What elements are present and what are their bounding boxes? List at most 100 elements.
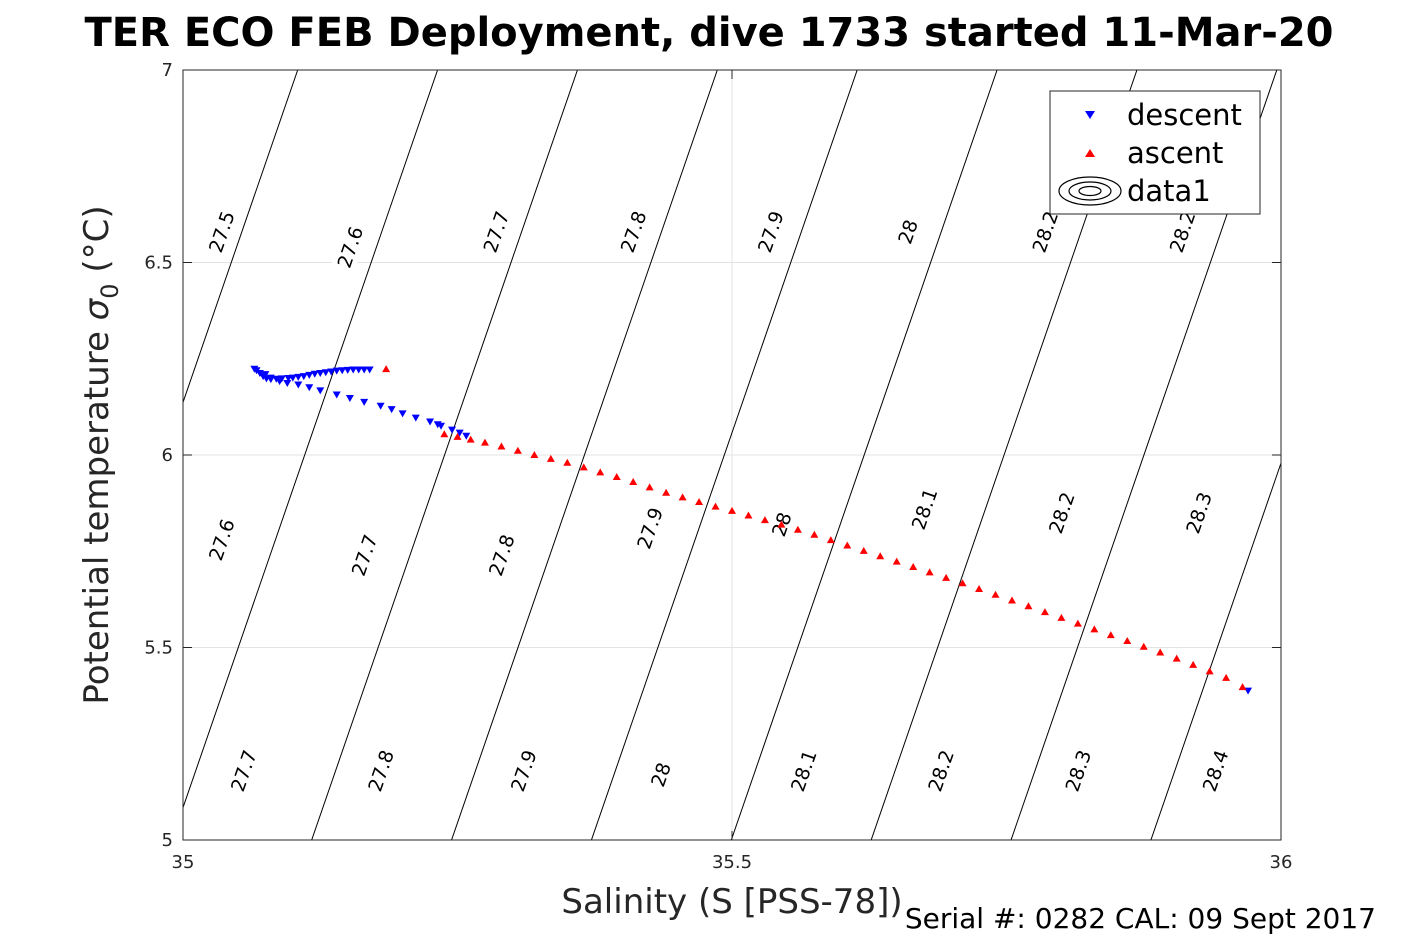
isopycnal-line	[1150, 461, 1281, 840]
contour-label-bg	[476, 205, 516, 259]
ascent-point	[497, 442, 506, 450]
contour-label-bg	[344, 528, 384, 582]
ascent-point	[1172, 654, 1181, 662]
descent-point	[294, 381, 303, 389]
contour-label-group: 28	[888, 205, 927, 259]
isopycnal-line	[183, 70, 439, 810]
descent-point	[343, 366, 352, 374]
ascent-point	[859, 546, 868, 554]
y-axis-label-sub: 0	[96, 283, 124, 298]
y-axis-label-main: Potential temperature	[77, 320, 117, 704]
descent-point	[294, 373, 303, 381]
ascent-point	[975, 584, 984, 592]
legend-contour-ring-outer	[1058, 176, 1122, 206]
y-tick-label: 5	[162, 830, 173, 851]
descent-point	[360, 366, 369, 374]
ascent-point	[382, 365, 391, 373]
descent-point	[310, 370, 319, 378]
x-tick-label: 35.5	[712, 852, 752, 873]
contour-lines	[183, 70, 1281, 840]
ascent-point	[1073, 619, 1082, 627]
y-axis-label-group: Potential temperature σ0 (°C)	[77, 205, 124, 704]
ascent-point	[1123, 636, 1132, 644]
legend-ascent-label: ascent	[1127, 136, 1223, 170]
ascent-point	[728, 506, 736, 514]
descent-point	[376, 402, 385, 410]
contour-label-bg	[202, 513, 241, 567]
ascent-point	[579, 463, 588, 471]
ascent-point	[546, 454, 555, 462]
ascent-point	[1007, 596, 1016, 604]
contour-label-bg	[888, 205, 927, 259]
contour-label-bg	[504, 744, 543, 798]
descent-point	[338, 367, 347, 375]
contour-label-bg	[751, 205, 790, 259]
descent-point	[305, 371, 314, 379]
ascent-point	[563, 458, 572, 466]
ascent-point	[1222, 673, 1231, 681]
legend: descent ascent data1	[1049, 90, 1261, 215]
ascent-point	[909, 563, 918, 571]
ascent-point	[612, 472, 621, 480]
data-series	[250, 365, 1253, 695]
descent-point	[360, 398, 369, 406]
descent-point	[316, 387, 325, 395]
ascent-point	[513, 446, 522, 454]
ascent-point	[1238, 683, 1247, 691]
descent-point	[332, 391, 341, 399]
ascent-point	[466, 435, 475, 443]
descent-point	[426, 418, 435, 426]
ascent-point	[645, 483, 654, 491]
descent-point	[448, 426, 457, 434]
x-tick-label: 36	[1270, 852, 1293, 873]
descent-point	[321, 369, 330, 377]
ascent-point	[480, 438, 489, 446]
chart-title: TER ECO FEB Deployment, dive 1733 starte…	[84, 10, 1333, 56]
axis-ticks: 35 35.5 36 5 5.5 6 6.5 7	[144, 60, 1292, 873]
ascent-point	[892, 557, 901, 565]
descent-point	[411, 414, 420, 422]
contour-label-bg	[361, 744, 400, 798]
ascent-point	[942, 573, 951, 581]
ascent-point	[991, 590, 1000, 598]
descent-point	[288, 374, 297, 382]
isopycnal-line	[590, 70, 858, 840]
descent-point	[332, 367, 341, 375]
ascent-point	[1139, 642, 1148, 650]
descent-point	[433, 421, 442, 429]
contour-label-bg	[921, 744, 960, 798]
contour-label-bg	[1179, 486, 1218, 540]
legend-descent-marker	[1085, 111, 1095, 119]
ascent-point	[958, 579, 967, 587]
ascent-point	[793, 525, 802, 533]
contour-label-bg	[330, 220, 370, 274]
ascent-point	[629, 477, 638, 485]
legend-descent-label: descent	[1127, 98, 1242, 132]
descent-point	[299, 373, 308, 381]
contour-label-bg	[202, 205, 241, 259]
descent-point	[354, 366, 363, 374]
contour-label-bg	[614, 205, 653, 259]
descent-point	[455, 429, 464, 437]
descent-point	[365, 366, 374, 374]
ascent-point	[711, 502, 720, 510]
contour-label-bg	[1195, 744, 1235, 798]
legend-ascent-marker	[1085, 149, 1095, 157]
grid	[183, 70, 1281, 840]
series-ascent	[382, 365, 1247, 691]
legend-data1-label: data1	[1127, 174, 1211, 208]
ascent-point	[826, 536, 835, 544]
contour-label-bg	[224, 744, 263, 798]
ascent-point	[925, 568, 934, 576]
y-tick-label: 6.5	[144, 253, 173, 274]
isopycnal-line	[183, 70, 299, 404]
ascent-point	[1024, 602, 1033, 610]
y-axis-label-unit: (°C)	[77, 205, 117, 283]
descent-point	[349, 366, 358, 374]
ascent-point	[662, 488, 671, 496]
series-descent	[250, 365, 1253, 695]
ascent-point	[695, 497, 704, 505]
ascent-point	[1040, 608, 1049, 616]
contour-label-bg	[1058, 744, 1098, 798]
